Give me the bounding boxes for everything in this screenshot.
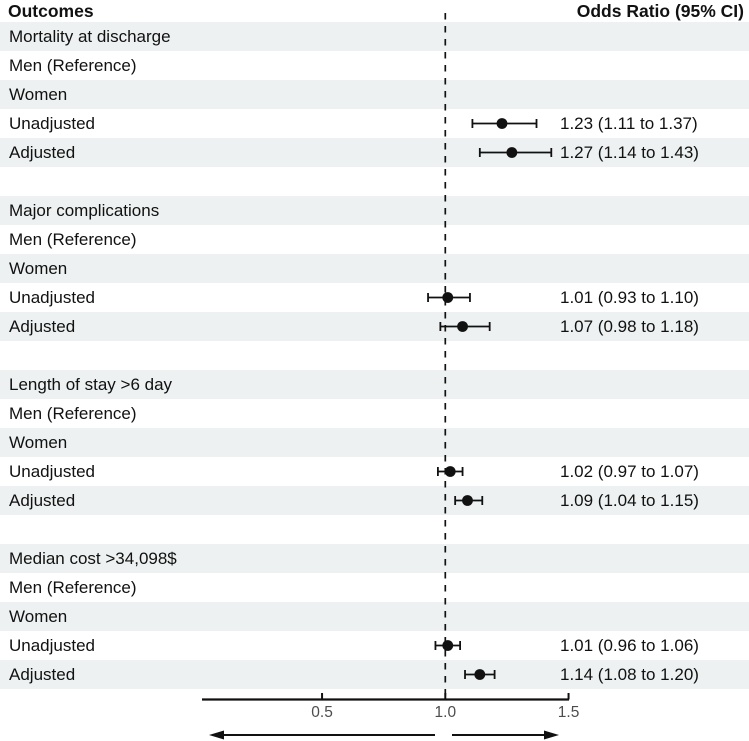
x-axis-tick-label: 1.5 xyxy=(558,704,580,721)
odds-ratio-value: 1.14 (1.08 to 1.20) xyxy=(560,664,699,684)
estimate-row: Adjusted 1.14 (1.08 to 1.20) xyxy=(0,660,749,689)
row-label: Adjusted xyxy=(9,316,76,336)
label-row: Women xyxy=(0,428,749,457)
row-label: Men (Reference) xyxy=(9,577,137,597)
row-label: Unadjusted xyxy=(9,113,96,133)
table-header: Outcomes Odds Ratio (95% CI) xyxy=(0,0,749,22)
label-row: Women xyxy=(0,602,749,631)
x-axis-tick-label: 0.5 xyxy=(311,704,333,721)
spacer-row xyxy=(0,341,749,370)
outcomes-column-header: Outcomes xyxy=(8,0,94,21)
odds-ratio-value: 1.01 (0.93 to 1.10) xyxy=(560,287,699,307)
row-label: Women xyxy=(9,432,68,452)
odds-ratio-value: 1.01 (0.96 to 1.06) xyxy=(560,635,699,655)
estimate-row: Adjusted 1.09 (1.04 to 1.15) xyxy=(0,486,749,515)
row-label: Men (Reference) xyxy=(9,55,137,75)
odds-ratio-value: 1.23 (1.11 to 1.37) xyxy=(560,113,698,133)
label-row: Men (Reference) xyxy=(0,51,749,80)
odds-ratio-column-header: Odds Ratio (95% CI) xyxy=(576,0,744,21)
outcome-group-row: Mortality at discharge xyxy=(0,22,749,51)
spacer-row xyxy=(0,167,749,196)
odds-ratio-value: 1.09 (1.04 to 1.15) xyxy=(560,490,699,510)
estimate-row: Unadjusted 1.02 (0.97 to 1.07) xyxy=(0,457,749,486)
x-axis-tick-label: 1.0 xyxy=(435,704,457,721)
label-row: Men (Reference) xyxy=(0,399,749,428)
estimate-row: Unadjusted 1.23 (1.11 to 1.37) xyxy=(0,109,749,138)
row-label: Major complications xyxy=(9,200,160,220)
outcome-group-row: Length of stay >6 day xyxy=(0,370,749,399)
row-label: Men (Reference) xyxy=(9,403,137,423)
odds-ratio-value: 1.02 (0.97 to 1.07) xyxy=(560,461,699,481)
row-label: Women xyxy=(9,84,68,104)
spacer-row xyxy=(0,515,749,544)
forest-rows: Mortality at discharge Men (Reference) Wom… xyxy=(0,22,749,689)
outcome-group-row: Median cost >34,098$ xyxy=(0,544,749,573)
right-arrowhead xyxy=(544,730,559,740)
row-label: Men (Reference) xyxy=(9,229,137,249)
row-label: Adjusted xyxy=(9,664,76,684)
estimate-row: Unadjusted 1.01 (0.96 to 1.06) xyxy=(0,631,749,660)
label-row: Women xyxy=(0,254,749,283)
row-label: Median cost >34,098$ xyxy=(9,548,177,568)
row-label: Adjusted xyxy=(9,490,76,510)
row-label: Women xyxy=(9,258,68,278)
row-label: Mortality at discharge xyxy=(9,26,171,46)
label-row: Women xyxy=(0,80,749,109)
label-row: Men (Reference) xyxy=(0,225,749,254)
estimate-row: Adjusted 1.07 (0.98 to 1.18) xyxy=(0,312,749,341)
odds-ratio-value: 1.07 (0.98 to 1.18) xyxy=(560,316,699,336)
odds-ratio-value: 1.27 (1.14 to 1.43) xyxy=(560,142,699,162)
row-label: Adjusted xyxy=(9,142,76,162)
row-label: Unadjusted xyxy=(9,287,96,307)
row-label: Unadjusted xyxy=(9,635,96,655)
row-label: Unadjusted xyxy=(9,461,96,481)
label-row: Men (Reference) xyxy=(0,573,749,602)
estimate-row: Unadjusted 1.01 (0.93 to 1.10) xyxy=(0,283,749,312)
estimate-row: Adjusted 1.27 (1.14 to 1.43) xyxy=(0,138,749,167)
row-label: Women xyxy=(9,606,68,626)
left-arrowhead xyxy=(209,730,224,740)
outcome-group-row: Major complications xyxy=(0,196,749,225)
row-label: Length of stay >6 day xyxy=(9,374,173,394)
